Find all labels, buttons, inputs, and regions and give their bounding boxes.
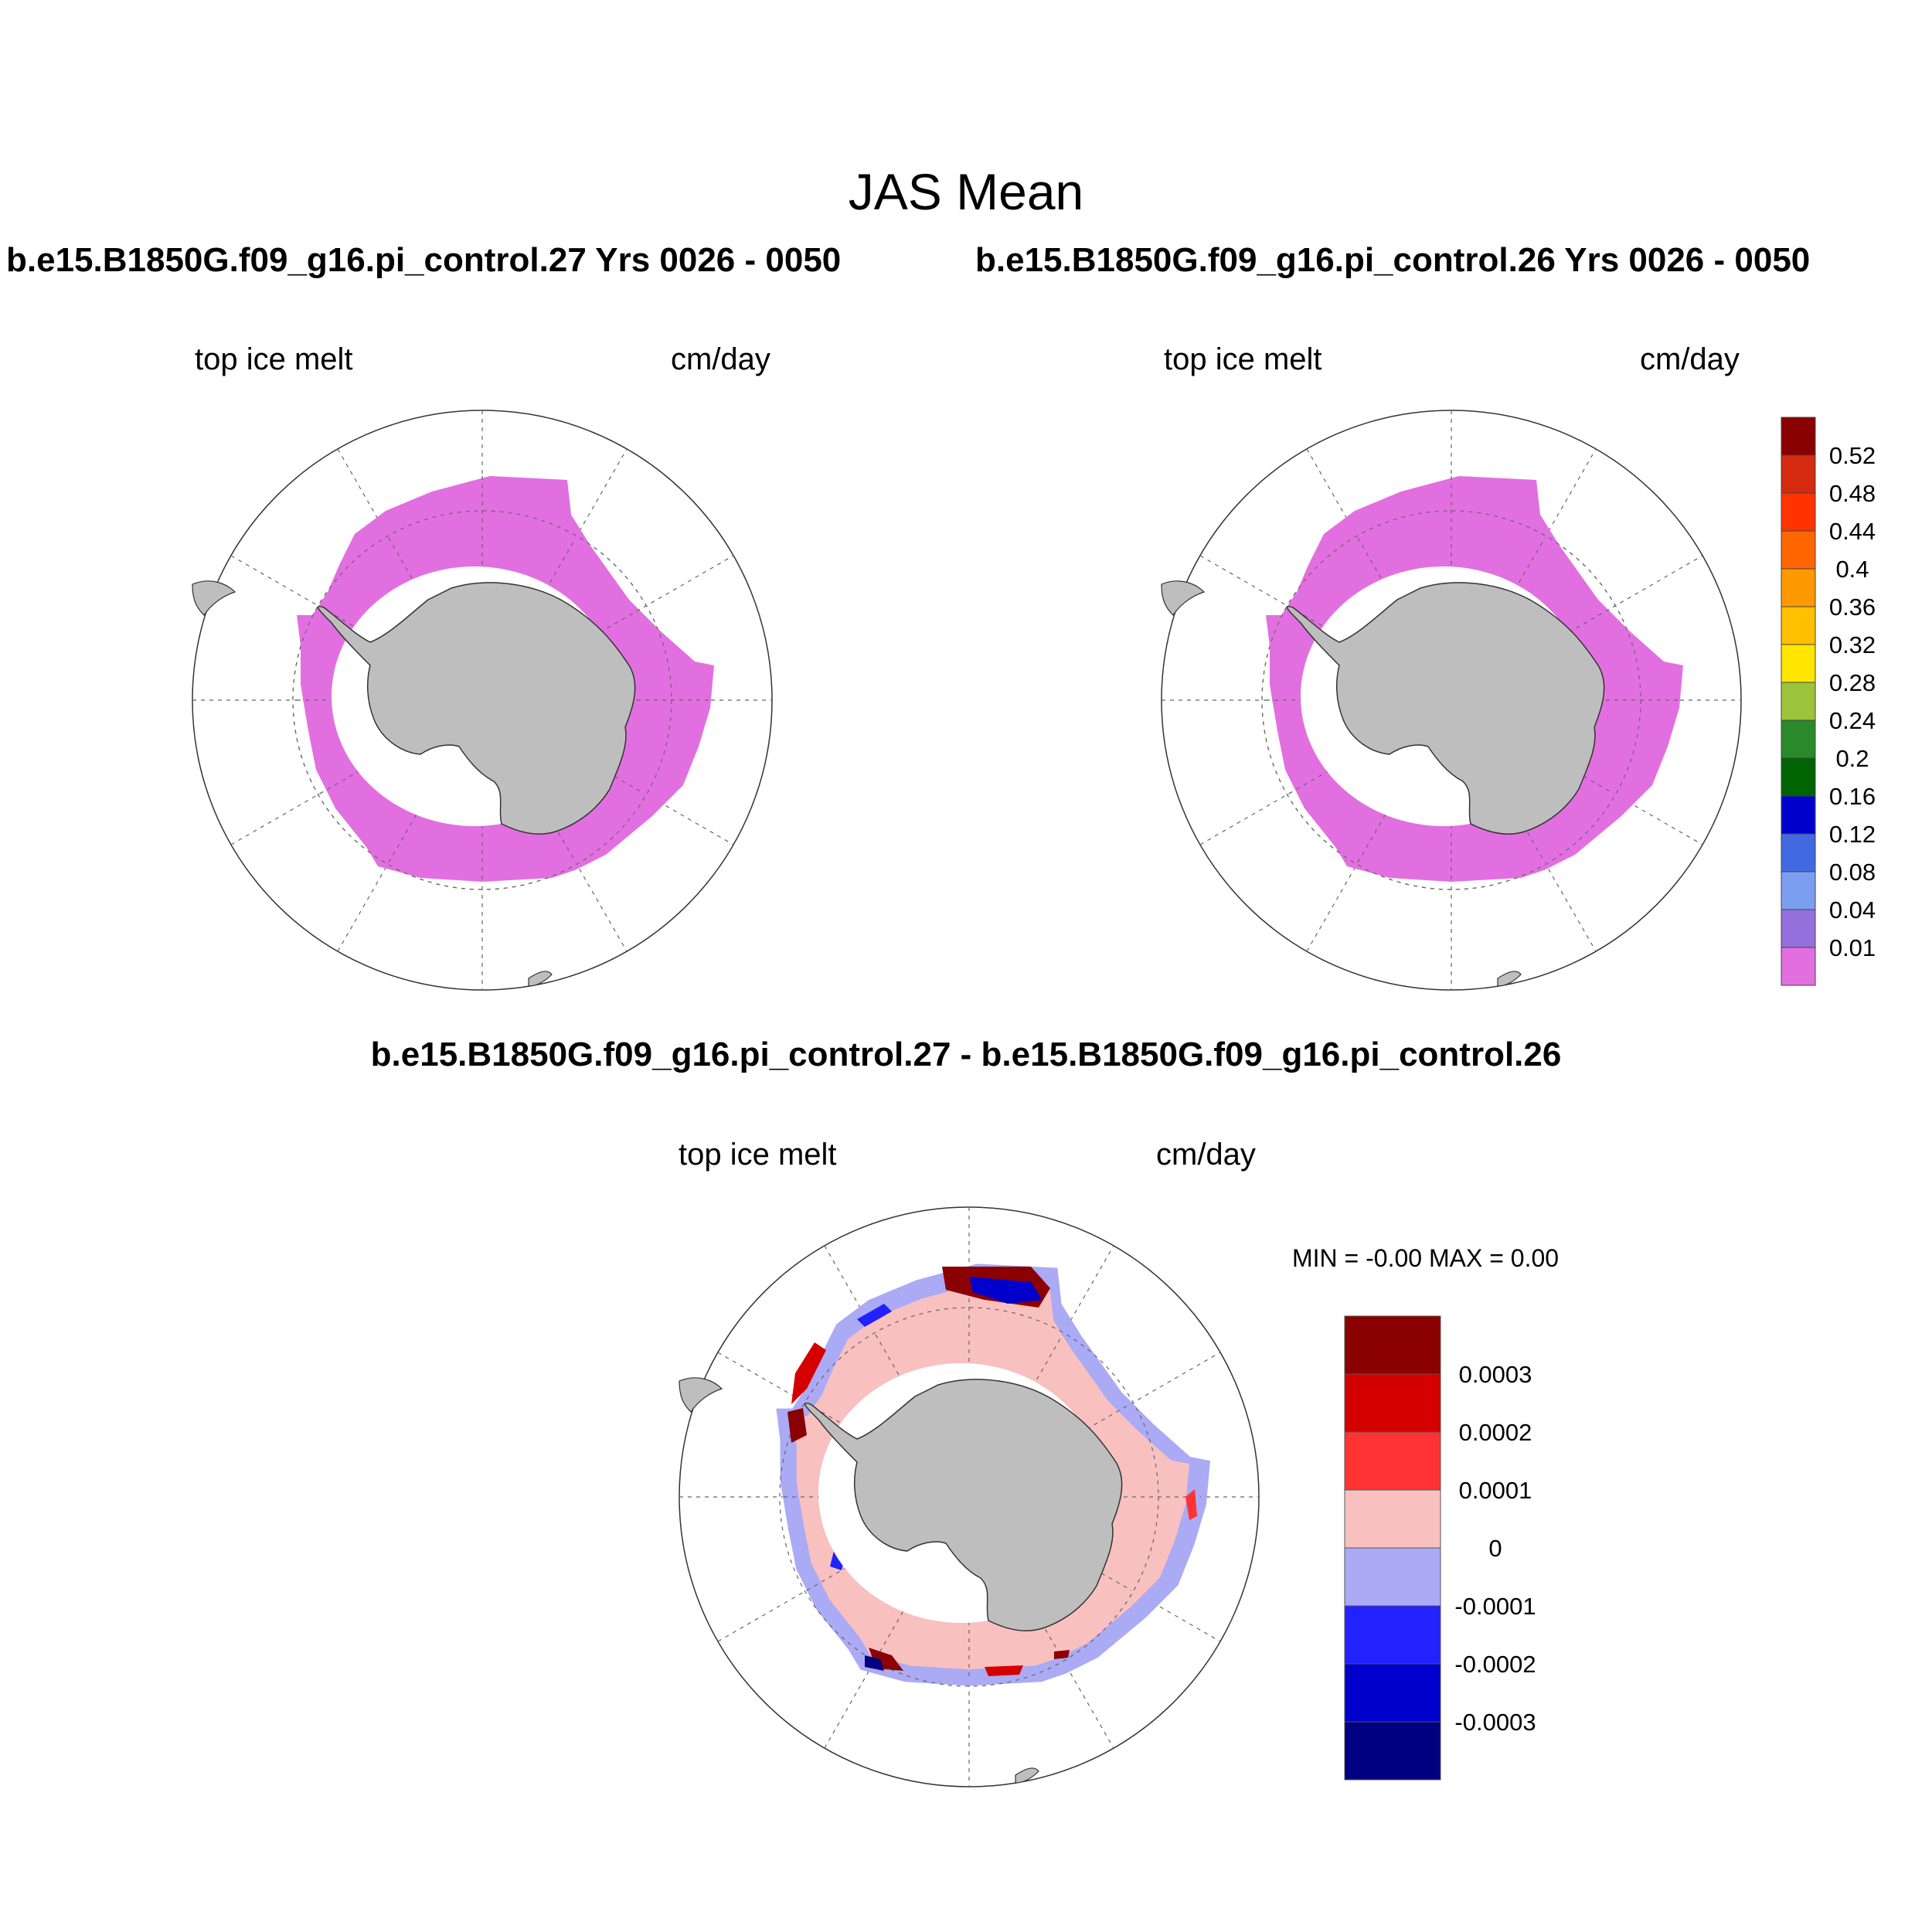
panel-2-title: b.e15.B1850G.f09_g16.pi_control.26 Yrs 0… — [975, 241, 1811, 279]
colorbar-tick-label: 0.2 — [1835, 745, 1869, 772]
colorbar-tick-label: 0.01 — [1829, 934, 1876, 961]
anomaly-patch — [1054, 1650, 1070, 1659]
colorbar-box — [1344, 1431, 1441, 1491]
colorbar-tick-label: 0.32 — [1829, 631, 1876, 658]
colorbar-box — [1781, 682, 1816, 721]
colorbar-tick-label: -0.0002 — [1454, 1651, 1536, 1678]
colorbar-tick-label: 0.04 — [1829, 896, 1876, 923]
main-title: JAS Mean — [848, 163, 1084, 220]
panel-2-map — [1161, 410, 1742, 991]
colorbar-tick-label: 0.4 — [1835, 556, 1869, 583]
panel-1-map — [192, 410, 773, 991]
panel-1-title: b.e15.B1850G.f09_g16.pi_control.27 Yrs 0… — [6, 241, 842, 279]
colorbar-box — [1781, 833, 1816, 872]
colorbar-box — [1781, 947, 1816, 986]
colorbar-top: 0.52 0.48 0.44 0.4 0.36 0.32 0.28 0.24 0.2 0.16 0.… — [1781, 417, 1876, 986]
anomaly-patch — [787, 1408, 807, 1443]
colorbar-tick-label: 0.16 — [1829, 783, 1876, 810]
colorbar-box — [1781, 719, 1816, 759]
colorbar-tick-label: 0.0003 — [1459, 1361, 1532, 1388]
colorbar-box — [1781, 454, 1816, 494]
colorbar-box — [1344, 1721, 1441, 1781]
colorbar-tick-label: 0.0001 — [1459, 1477, 1532, 1504]
panel-1-variable: top ice melt — [195, 342, 353, 376]
colorbar-tick-label: -0.0003 — [1454, 1709, 1536, 1736]
colorbar-box — [1781, 644, 1816, 683]
colorbar-box — [1344, 1373, 1441, 1433]
colorbar-tick-label: 0.52 — [1829, 442, 1876, 469]
anomaly-patch — [969, 1277, 1043, 1304]
new-zealand-land — [1497, 971, 1522, 987]
colorbar-box — [1344, 1315, 1441, 1375]
colorbar-tick-label: 0.48 — [1829, 480, 1876, 507]
min-max-readout: MIN = -0.00 MAX = 0.00 — [1292, 1244, 1560, 1272]
diff-panel-variable: top ice melt — [679, 1138, 837, 1172]
colorbar-box — [1344, 1605, 1441, 1665]
colorbar-tick-label: 0.12 — [1829, 821, 1876, 848]
anomaly-patch — [1185, 1489, 1197, 1520]
south-america-land — [1161, 580, 1206, 616]
colorbar-box — [1781, 606, 1816, 645]
colorbar-box — [1781, 492, 1816, 532]
colorbar-box — [1344, 1489, 1441, 1549]
colorbar-tick-label: 0.08 — [1829, 859, 1876, 886]
colorbar-box — [1781, 871, 1816, 910]
diff-panel-title: b.e15.B1850G.f09_g16.pi_control.27 - b.e… — [370, 1036, 1562, 1073]
anomaly-patch — [865, 1655, 884, 1671]
colorbar-box — [1781, 909, 1816, 948]
panel-2-units: cm/day — [1640, 342, 1740, 376]
south-america-land — [192, 580, 236, 616]
colorbar-box — [1781, 795, 1816, 835]
colorbar-tick-label: 0.36 — [1829, 594, 1876, 621]
colorbar-tick-label: 0.44 — [1829, 518, 1876, 545]
colorbar-tick-label: 0.28 — [1829, 669, 1876, 696]
colorbar-box — [1781, 757, 1816, 797]
colorbar-tick-label: -0.0001 — [1454, 1593, 1536, 1620]
colorbar-box — [1781, 417, 1816, 456]
colorbar-box — [1344, 1547, 1441, 1607]
south-america-land — [679, 1377, 723, 1413]
panel-1-units: cm/day — [671, 342, 770, 376]
new-zealand-land — [1015, 1767, 1039, 1784]
anomaly-patch — [791, 1342, 826, 1404]
diff-panel-map — [679, 1206, 1260, 1787]
anomaly-patch — [985, 1665, 1023, 1676]
colorbar-box — [1781, 568, 1816, 607]
colorbar-diff: 0.0003 0.0002 0.0001 0 -0.0001 -0.0002 -0.0003 — [1344, 1315, 1536, 1781]
colorbar-tick-label: 0.24 — [1829, 707, 1876, 734]
colorbar-box — [1344, 1663, 1441, 1723]
colorbar-tick-label: 0.0002 — [1459, 1419, 1532, 1446]
anomaly-patch — [857, 1304, 892, 1327]
diff-panel-units: cm/day — [1156, 1138, 1256, 1172]
colorbar-box — [1781, 530, 1816, 570]
panel-2-variable: top ice melt — [1164, 342, 1322, 376]
new-zealand-land — [528, 971, 553, 987]
colorbar-tick-label: 0 — [1488, 1535, 1502, 1562]
